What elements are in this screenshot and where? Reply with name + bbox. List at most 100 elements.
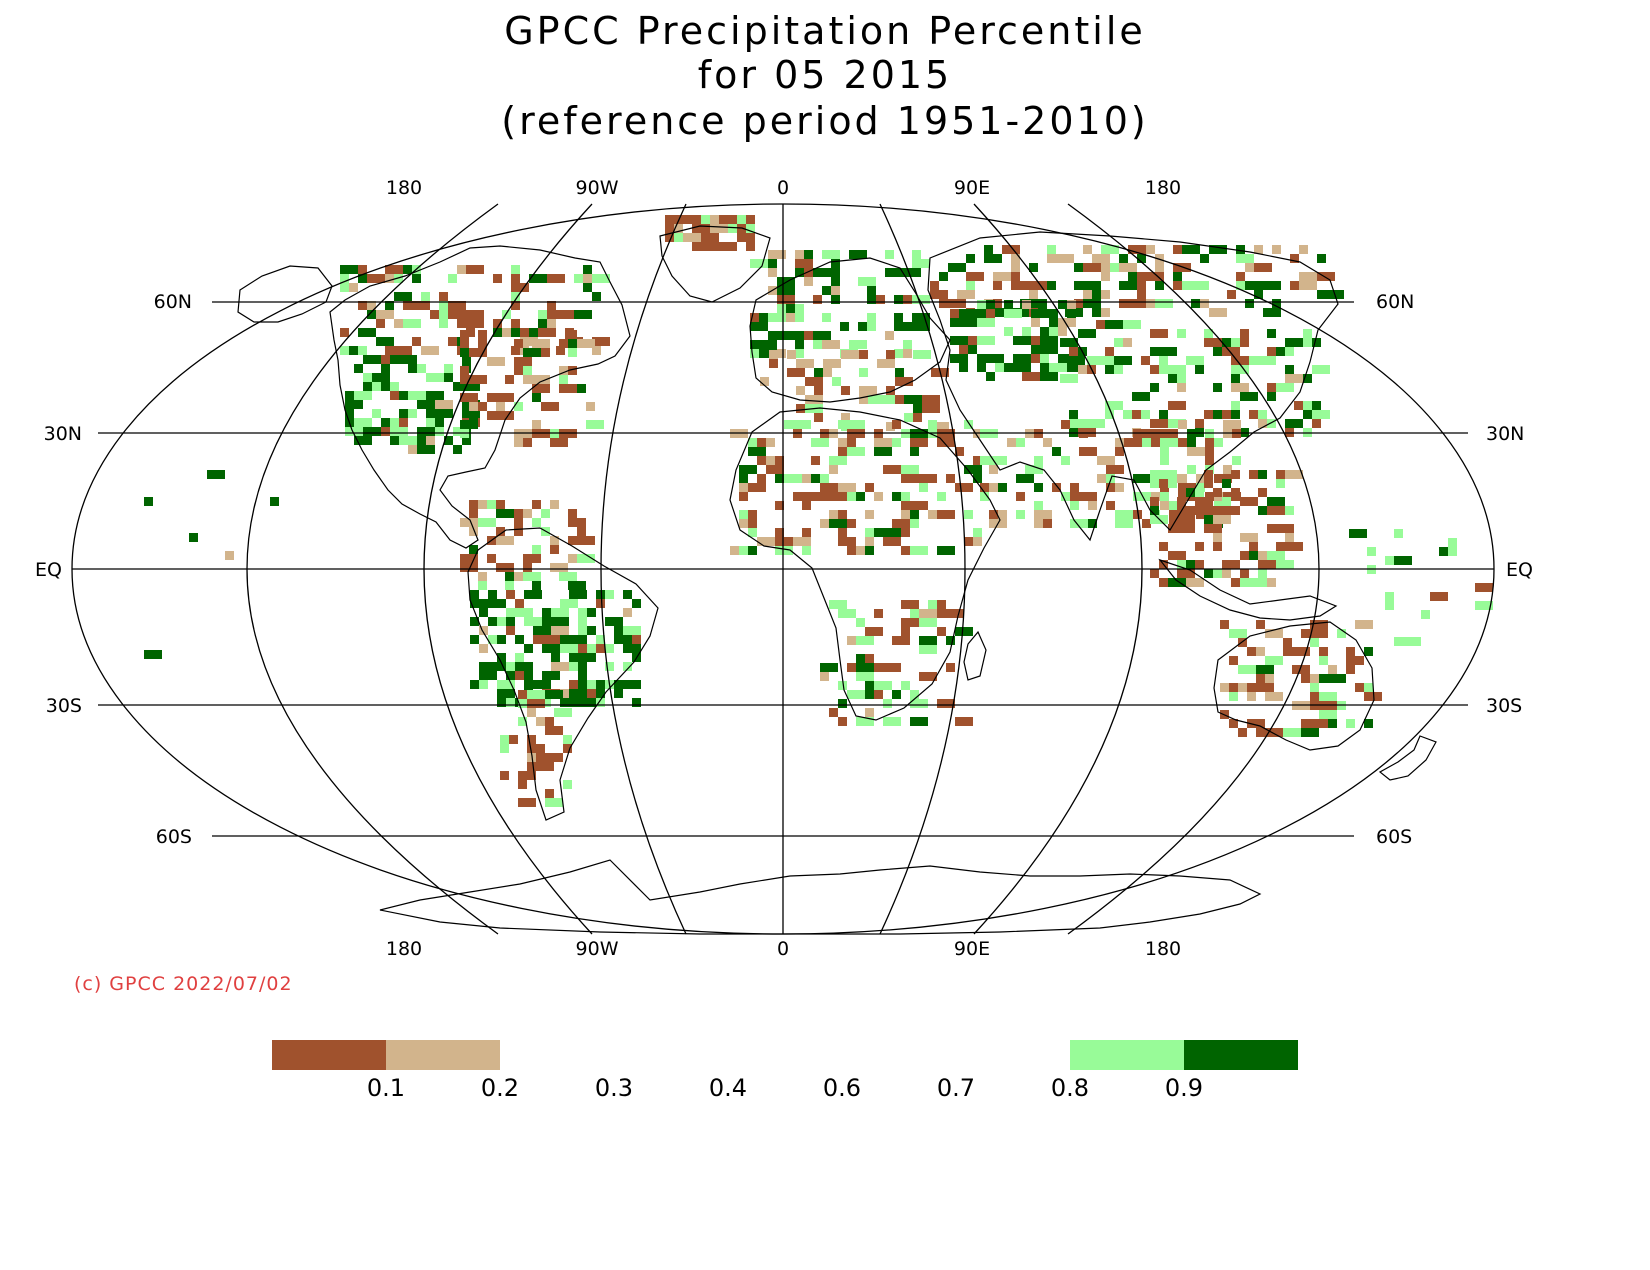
anomaly-cell	[910, 699, 928, 708]
anomaly-cell	[1058, 363, 1067, 372]
anomaly-cell	[1187, 438, 1196, 447]
anomaly-cell	[1364, 683, 1373, 692]
anomaly-cell	[1040, 372, 1049, 381]
anomaly-cell	[748, 519, 757, 528]
anomaly-cell	[1319, 692, 1337, 701]
anomaly-cell	[500, 744, 509, 753]
anomaly-cell	[560, 698, 569, 707]
anomaly-cell	[867, 322, 876, 331]
anomaly-cell	[1150, 365, 1159, 374]
anomaly-cell	[865, 510, 874, 519]
anomaly-cell	[560, 608, 569, 617]
anomaly-cell	[426, 436, 435, 445]
anomaly-cell	[1301, 629, 1319, 638]
anomaly-cell	[568, 509, 577, 518]
anomaly-cell	[1312, 419, 1321, 428]
anomaly-cell	[487, 554, 496, 563]
anomaly-cell	[786, 331, 804, 340]
anomaly-cell	[973, 474, 982, 483]
anomaly-cell	[614, 635, 632, 644]
anomaly-cell	[417, 400, 426, 409]
anomaly-cell	[838, 510, 847, 519]
anomaly-cell	[1285, 533, 1294, 542]
anomaly-cell	[1061, 420, 1070, 429]
anomaly-cell	[466, 310, 484, 319]
anomaly-cell	[487, 357, 505, 366]
anomaly-cell	[568, 572, 577, 581]
legend-swatches	[272, 1040, 1298, 1070]
anomaly-cell	[768, 340, 777, 349]
latitude-labels-left: 60N 30N EQ 30S 60S	[35, 291, 192, 848]
anomaly-cell	[737, 233, 755, 242]
anomaly-cell	[1294, 401, 1303, 410]
anomaly-cell	[596, 698, 605, 707]
anomaly-cell	[955, 609, 964, 618]
anomaly-cell	[560, 635, 578, 644]
anomaly-cell	[554, 753, 563, 762]
australia-outline	[1213, 621, 1375, 751]
anomaly-cell	[1205, 465, 1214, 474]
anomaly-cell	[1178, 438, 1187, 447]
anomaly-cell	[993, 281, 1002, 290]
title-line-3: (reference period 1951-2010)	[501, 99, 1148, 143]
anomaly-cell	[1267, 578, 1276, 587]
anomaly-cell	[1069, 419, 1087, 428]
anomaly-cell	[901, 510, 910, 519]
anomaly-cell	[913, 350, 922, 359]
anomaly-cell	[955, 447, 964, 456]
anomaly-cell	[394, 292, 412, 301]
lat-label-right: 30N	[1486, 423, 1524, 445]
anomaly-cell	[919, 438, 928, 447]
anomaly-cell	[777, 313, 786, 322]
anomaly-cell	[886, 386, 895, 395]
meridian-135w	[246, 203, 499, 935]
anomaly-cell	[542, 635, 560, 644]
anomaly-cell	[1283, 638, 1292, 647]
anomaly-cell	[746, 215, 755, 224]
anomaly-cell	[460, 420, 478, 429]
anomaly-cell	[545, 726, 563, 735]
anomaly-cell	[1060, 374, 1078, 383]
longitude-labels-bottom: 180 90W 0 90E 180	[386, 938, 1181, 960]
anomaly-cell	[1214, 474, 1232, 483]
anomaly-cell	[412, 319, 421, 328]
anomaly-cell	[520, 337, 538, 346]
anomaly-cell	[739, 492, 748, 501]
anomaly-cell	[385, 346, 403, 355]
anomaly-cell	[912, 313, 930, 322]
anomaly-cell	[363, 427, 372, 436]
anomaly-cell	[1213, 410, 1222, 419]
anomaly-cell	[524, 680, 533, 689]
anomaly-cell	[403, 319, 412, 328]
anomaly-cell	[1132, 410, 1141, 419]
anomaly-cell	[901, 492, 910, 501]
anomaly-cell	[487, 500, 496, 509]
anomaly-cell	[363, 436, 372, 445]
copyright-credit: (c) GPCC 2022/07/02	[74, 973, 293, 995]
anomaly-cell	[412, 337, 421, 346]
anomaly-cell	[144, 650, 162, 659]
anomaly-cell	[496, 402, 505, 411]
anomaly-cell	[822, 250, 840, 259]
anomaly-cell	[919, 672, 937, 681]
anomaly-cell	[739, 519, 748, 528]
anomaly-cell	[559, 375, 568, 384]
anomaly-cell	[1177, 329, 1186, 338]
anomaly-cell	[578, 662, 587, 671]
anomaly-cell	[1303, 401, 1312, 410]
anomaly-cell	[532, 420, 541, 429]
anomaly-cell	[757, 474, 766, 483]
anomaly-cell	[1229, 629, 1247, 638]
anomaly-cell	[596, 599, 605, 608]
anomaly-cell	[1394, 529, 1403, 538]
anomaly-cell	[518, 780, 527, 789]
anomaly-cell	[596, 689, 605, 698]
anomaly-cell	[1160, 492, 1169, 501]
anomaly-cell	[946, 636, 955, 645]
anomaly-cell	[796, 386, 805, 395]
anomaly-cell	[568, 518, 577, 527]
anomaly-cell	[1004, 327, 1013, 336]
anomaly-cell	[804, 277, 813, 286]
anomaly-cell	[1106, 501, 1115, 510]
anomaly-cell	[1267, 392, 1276, 401]
